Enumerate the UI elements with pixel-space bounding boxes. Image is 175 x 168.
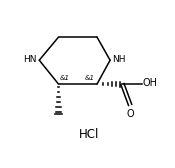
Text: HN: HN bbox=[23, 55, 37, 64]
Text: OH: OH bbox=[142, 78, 158, 88]
Text: NH: NH bbox=[112, 55, 126, 64]
Text: &1: &1 bbox=[85, 75, 95, 81]
Text: &1: &1 bbox=[60, 75, 70, 81]
Text: O: O bbox=[126, 109, 134, 119]
Text: HCl: HCl bbox=[79, 128, 100, 141]
